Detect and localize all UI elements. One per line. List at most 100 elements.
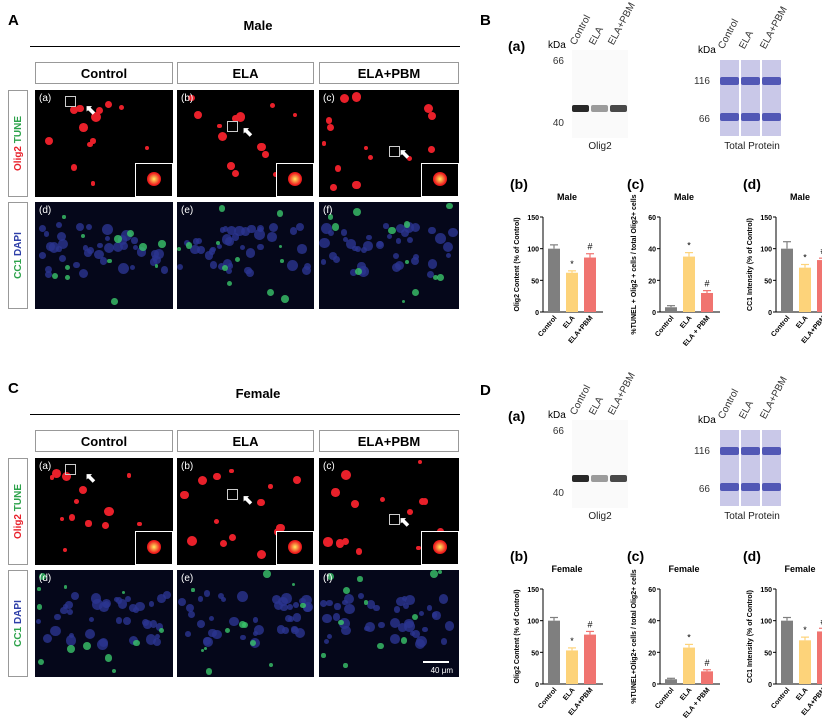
nucleus-dot [406, 236, 413, 243]
row-label-text: CC1 DAPI [13, 232, 24, 279]
cell-dot [126, 473, 132, 478]
significance-marker: # [820, 246, 822, 256]
nucleus-dot [117, 263, 129, 275]
chart-title: Male [557, 192, 577, 202]
arrow-icon: ⬉ [85, 102, 96, 117]
stain-label: CC1 [12, 626, 24, 647]
y-axis-label: CC1 Intensity (% of Control) [747, 218, 754, 311]
nucleus-dot [131, 237, 138, 244]
x-tick-label: Control [770, 315, 791, 339]
blot-lane [572, 420, 589, 508]
nucleus-dot [229, 616, 240, 627]
x-tick-label: ELA [795, 315, 809, 330]
panel-tag: (d) [39, 205, 52, 216]
microscopy-image: ⬉ (a) [35, 458, 173, 565]
cc1-dot [300, 602, 306, 609]
cell-dot [219, 539, 227, 548]
nucleus-dot [226, 268, 232, 274]
y-tick-label: 0 [652, 682, 656, 689]
zoom-inset [421, 163, 459, 197]
cc1-dot [185, 241, 193, 249]
cc1-dot [218, 204, 226, 212]
nucleus-dot [286, 603, 293, 611]
nucleus-dot [97, 242, 103, 249]
blot-lane [610, 50, 627, 138]
olig2-blot: Control ELA ELA+PBM [568, 371, 638, 508]
nucleus-dot [35, 618, 42, 625]
cell-dot [257, 142, 266, 152]
nucleus-dot [410, 222, 420, 232]
cell-dot [256, 549, 267, 560]
nucleus-dot [234, 226, 245, 237]
y-tick-label: 100 [527, 247, 539, 254]
nucleus-dot [422, 626, 428, 632]
cell-dot [78, 485, 88, 495]
cell-dot [60, 516, 65, 521]
bar-chart: Female 0 20 40 60 %TUNEL+Olig2+ cells / total… [631, 564, 720, 720]
nucleus-dot [84, 629, 95, 640]
nucleus-dot [396, 596, 406, 607]
cell-dot [323, 537, 333, 547]
nucleus-dot [245, 248, 255, 258]
nucleus-dot [326, 633, 333, 640]
cc1-dot [234, 256, 241, 263]
nucleus-dot [103, 243, 115, 254]
significance-marker: # [587, 619, 592, 629]
cc1-dot [430, 570, 438, 579]
nucleus-dot [319, 599, 328, 608]
cell-dot [229, 468, 234, 474]
nucleus-dot [196, 238, 202, 245]
lane-label: ELA+PBM [758, 374, 790, 421]
bar [683, 256, 695, 312]
nucleus-dot [65, 635, 77, 647]
cell-dot [62, 471, 72, 482]
cc1-dot [107, 258, 112, 264]
nucleus-dot [267, 232, 277, 242]
nucleus-dot [247, 224, 256, 234]
nucleus-dot [334, 603, 341, 610]
arrow-icon: ⬉ [399, 146, 410, 161]
nucleus-dot [319, 237, 330, 249]
section-title: Male [243, 18, 273, 33]
cc1-dot [280, 259, 285, 264]
cell-dot [217, 131, 228, 142]
nucleus-dot [351, 245, 358, 252]
bar [584, 634, 596, 684]
cell-dot [228, 534, 236, 542]
blot-band [762, 483, 781, 491]
nucleus-dot [350, 269, 357, 276]
cc1-dot [276, 210, 284, 217]
cell-dot [257, 498, 265, 507]
x-tick-label: Control [654, 315, 675, 339]
cc1-dot [111, 298, 119, 306]
nucleus-dot [58, 254, 67, 263]
nucleus-dot [280, 603, 288, 611]
stain-label: CC1 [12, 258, 24, 279]
blot-band [591, 105, 608, 112]
cc1-dot [158, 628, 164, 634]
nucleus-dot [38, 252, 46, 259]
arrow-icon: ⬉ [85, 470, 96, 485]
cell-dot [276, 523, 286, 533]
blot-band [762, 113, 781, 121]
nucleus-dot [293, 601, 299, 608]
stain-label: TUNE [12, 115, 24, 146]
y-tick-label: 100 [760, 247, 772, 254]
cc1-dot [279, 244, 283, 248]
nucleus-dot [78, 268, 89, 278]
nucleus-dot [151, 250, 159, 258]
nucleus-dot [56, 246, 62, 252]
cc1-dot [52, 272, 59, 279]
cc1-dot [446, 202, 453, 210]
cell-dot [188, 94, 195, 102]
cell-dot [70, 164, 77, 171]
cell-dot [272, 171, 279, 178]
nucleus-dot [75, 223, 85, 232]
nucleus-dot [397, 623, 407, 632]
cc1-dot [377, 642, 384, 650]
cell-dot [262, 151, 269, 158]
nucleus-dot [393, 605, 401, 613]
stain-label: DAPI [12, 232, 24, 259]
cc1-dot [225, 627, 231, 634]
cc1-dot [241, 621, 249, 628]
